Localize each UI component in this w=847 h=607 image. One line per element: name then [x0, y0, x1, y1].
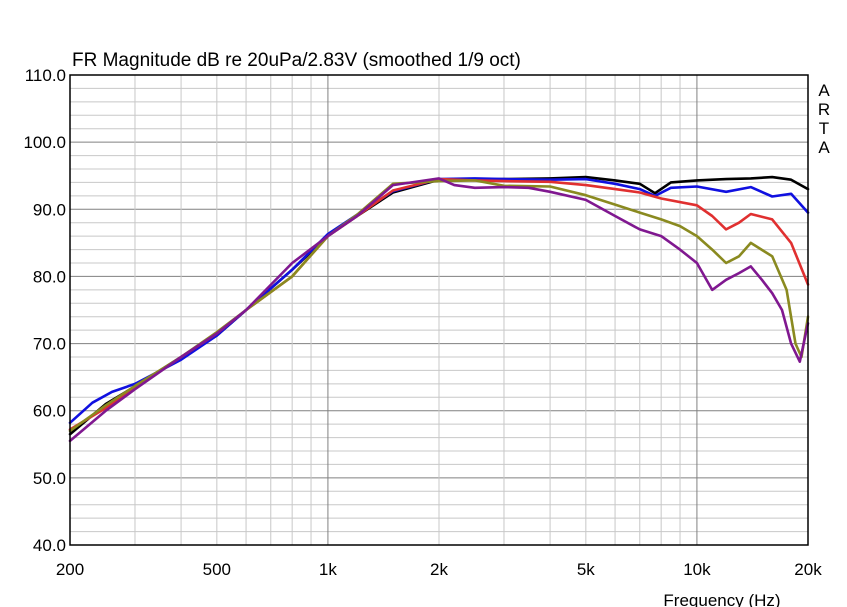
- series-group: [68, 175, 810, 443]
- series-line-2: [68, 177, 810, 425]
- y-tick-label: 110.0: [25, 66, 66, 85]
- y-tick-label: 90.0: [33, 200, 66, 219]
- x-tick-label: 5k: [577, 560, 595, 579]
- brand-letter: R: [818, 100, 830, 119]
- y-tick-label: 70.0: [33, 335, 66, 354]
- brand-letter: A: [818, 138, 830, 157]
- brand-letter: T: [819, 119, 829, 138]
- x-tick-label: 1k: [319, 560, 337, 579]
- y-tick-label: 80.0: [33, 267, 66, 286]
- x-tick-label: 20k: [794, 560, 822, 579]
- y-tick-label: 100.0: [23, 133, 66, 152]
- x-axis-label: Frequency (Hz): [663, 591, 780, 607]
- y-tick-label: 50.0: [33, 469, 66, 488]
- y-tick-label: 40.0: [33, 536, 66, 555]
- brand-letter: A: [818, 81, 830, 100]
- x-tick-label: 10k: [683, 560, 711, 579]
- x-tick-label: 200: [56, 560, 84, 579]
- x-tick-label: 500: [203, 560, 231, 579]
- x-tick-labels: 200 500 1k 2k 5k 10k 20k: [56, 560, 822, 579]
- grid: [70, 75, 808, 545]
- y-tick-label: 60.0: [33, 402, 66, 421]
- plot-frame: [69, 74, 809, 546]
- series-line-5: [68, 177, 810, 443]
- y-tick-labels: 40.0 50.0 60.0 70.0 80.0 90.0 100.0 110.0: [23, 66, 66, 555]
- chart-title: FR Magnitude dB re 20uPa/2.83V (smoothed…: [72, 50, 521, 71]
- x-tick-label: 2k: [430, 560, 448, 579]
